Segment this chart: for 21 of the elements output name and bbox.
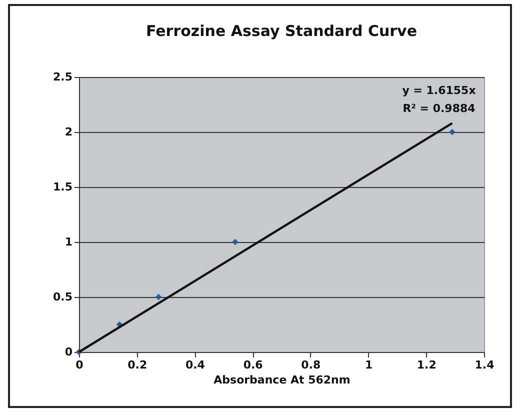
x-tick-label: 0.2 — [128, 358, 148, 372]
y-tick-label: 1 — [64, 236, 72, 248]
x-tick-label: 1.4 — [474, 358, 495, 372]
x-tick-label: 0.4 — [185, 358, 206, 372]
point — [232, 238, 238, 246]
x-axis-title: Absorbance At 562nm — [214, 374, 350, 386]
y-tick-label: 0.5 — [53, 290, 72, 304]
y-tick-label: 2.5 — [53, 70, 72, 84]
point — [155, 294, 162, 300]
x-tick-label: 0.6 — [243, 358, 264, 372]
y-tick-label: 1.5 — [53, 180, 72, 194]
y-tick-label: 2 — [64, 126, 72, 138]
point — [449, 128, 456, 136]
x-tick-label: 1.2 — [416, 358, 436, 372]
annotation: y = 1.6155x — [402, 84, 476, 97]
chart-title: Ferrozine Assay Standard Curve — [146, 22, 418, 40]
x-tick-label: 0 — [76, 358, 84, 372]
annotation: R² = 0.9884 — [402, 102, 476, 115]
y-tick-label: 0 — [64, 346, 73, 358]
x-tick-label: 0.8 — [301, 358, 321, 372]
x-tick-label: 1 — [364, 358, 373, 372]
